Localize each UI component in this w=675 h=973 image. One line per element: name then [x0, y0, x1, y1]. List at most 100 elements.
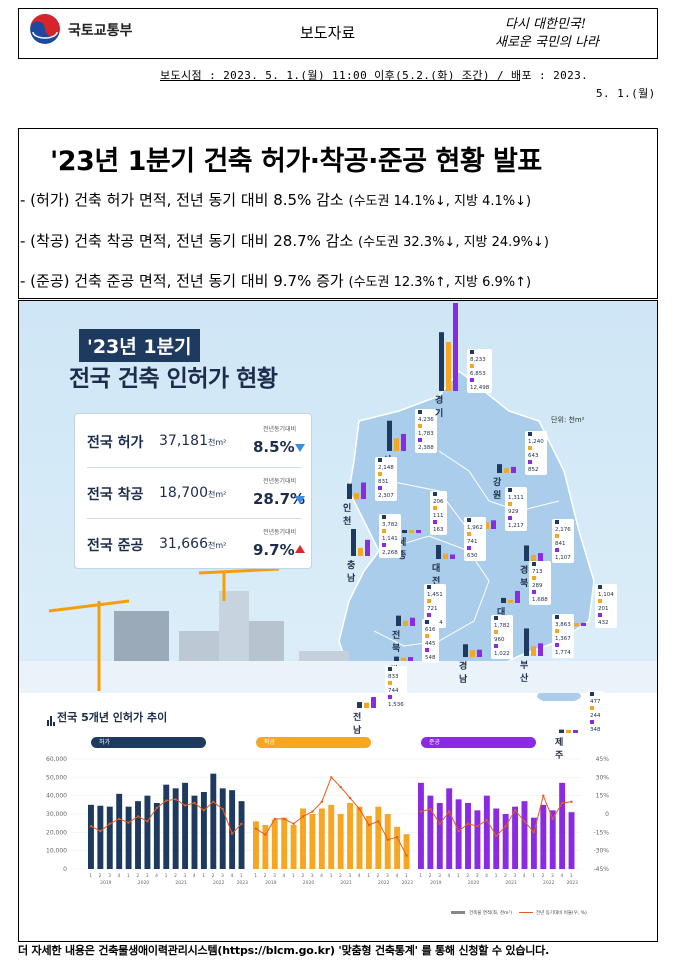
trend-rate-point	[193, 801, 196, 805]
trend-bar	[493, 808, 500, 869]
region-value: 2,148	[378, 458, 394, 472]
region-value-text: 721	[427, 606, 438, 612]
region-value-text: 1,367	[555, 636, 571, 642]
trend-bar	[521, 801, 528, 869]
region-bar	[524, 628, 529, 656]
region-value: 548	[425, 648, 436, 662]
quarter-label: 1	[165, 873, 168, 879]
left-axis-label: 30,000	[46, 811, 67, 818]
trend-bar	[347, 803, 354, 869]
quarter-label: 3	[513, 873, 516, 879]
trend-rate-point	[532, 831, 536, 834]
region-bars	[524, 628, 543, 656]
bullet-detail: (수도권 14.1%↓, 지방 4.1%↓)	[348, 194, 532, 209]
quarter-label: 4	[283, 873, 286, 879]
region-markers: 4,2361,7832,388서울8,2336,85312,498경기2,148…	[19, 301, 657, 761]
trend-rate-point	[202, 809, 206, 812]
trend-rate-point	[476, 825, 479, 828]
legend-dot	[598, 613, 602, 617]
region-values: 1,240 643 852	[525, 431, 547, 475]
legend-dot	[555, 534, 559, 538]
right-axis-label: -30%	[593, 848, 609, 855]
region-name: 인천	[343, 504, 352, 527]
quarter-label: 2	[504, 873, 507, 879]
legend-dot	[528, 432, 532, 436]
region-bar	[566, 730, 571, 733]
region-value: 201	[598, 599, 614, 613]
region-value: 8,233	[470, 350, 489, 364]
legend-dot	[470, 378, 474, 382]
region-bar	[574, 623, 579, 626]
legend-dot	[532, 562, 536, 566]
trend-rate-point	[221, 807, 224, 811]
trend-rate-point	[405, 854, 408, 857]
region-value: 744	[388, 681, 404, 695]
quarter-label: 4	[118, 873, 121, 879]
legend-dot	[508, 502, 512, 506]
region-bar	[453, 303, 458, 391]
quarter-label: 1	[240, 873, 243, 879]
region-value: 6,853	[470, 364, 489, 378]
region-bars	[501, 590, 520, 603]
trend-rate-point	[523, 820, 526, 823]
region-value-text: 206	[433, 499, 444, 505]
summary-row-start: 전국 착공 18,700천m² 전년동기대비 28.7%	[87, 470, 305, 518]
quarter-label: 3	[551, 873, 554, 879]
left-axis-label: 0	[63, 866, 67, 873]
page-title: '23년 1분기 건축 허가·착공·준공 현황 발표	[50, 146, 542, 177]
summary-sub: 전년동기대비	[263, 426, 297, 433]
infographic: '23년 1분기 전국 건축 인허가 현황 전국 허가 37,181천m² 전년…	[18, 300, 658, 942]
region-name: 제주	[555, 738, 564, 761]
region-value-text: 744	[388, 688, 399, 694]
legend-dot	[494, 630, 498, 634]
down-arrow-icon	[295, 496, 305, 504]
region-bars	[387, 420, 406, 451]
trend-bar	[455, 799, 462, 869]
region-value: 1,782	[494, 616, 510, 630]
quarter-label: 2	[466, 873, 469, 879]
legend-dot	[598, 599, 602, 603]
region-value-text: 3,863	[555, 622, 571, 628]
trend-rate-point	[136, 815, 140, 818]
quarter-label: 1	[330, 873, 333, 879]
legend-dot	[590, 720, 594, 724]
region-value: 616	[425, 620, 436, 634]
bullet-detail: (수도권 32.3%↓, 지방 24.9%↓)	[358, 235, 549, 250]
quarter-label: 3	[183, 873, 186, 879]
region-bar	[531, 646, 536, 656]
region-bars	[567, 618, 586, 626]
region-bar	[354, 493, 359, 499]
region-bar	[538, 553, 543, 561]
region-bar	[396, 615, 401, 626]
region-name: 대전	[432, 564, 441, 587]
summary-pct: 8.5%	[253, 438, 295, 456]
trend-rate-point	[330, 776, 333, 779]
legend-dot	[555, 520, 559, 524]
trend-bar	[394, 826, 401, 869]
region-values: 206 111 163	[430, 491, 447, 535]
quarter-label: 3	[386, 873, 389, 879]
region-bar	[403, 620, 408, 626]
divider	[87, 467, 301, 468]
legend-dot	[382, 543, 386, 547]
region-value: 1,367	[555, 629, 571, 643]
legend-bar-swatch	[451, 911, 465, 914]
trend-bar	[200, 792, 207, 869]
legend-dot	[555, 615, 559, 619]
region-bar	[387, 420, 392, 451]
region-value-text: 643	[528, 453, 539, 459]
region-bar	[439, 332, 444, 391]
region-bar	[446, 342, 451, 391]
region-bar	[361, 482, 366, 499]
region-values: 4,236 1,783 2,388	[415, 409, 437, 453]
quarter-label: 1	[457, 873, 460, 879]
region-bars	[463, 644, 482, 657]
quarter-label: 2	[339, 873, 342, 879]
region-bar	[402, 530, 407, 533]
region-value-text: 4,236	[418, 417, 434, 423]
region-values: 2,176 841 1,107	[552, 519, 574, 563]
trend-bar	[465, 803, 471, 869]
bullet-detail: (수도권 12.3%↑, 지방 6.9%↑)	[348, 275, 532, 290]
region-bar	[531, 554, 536, 561]
region-value-text: 1,774	[555, 650, 571, 656]
